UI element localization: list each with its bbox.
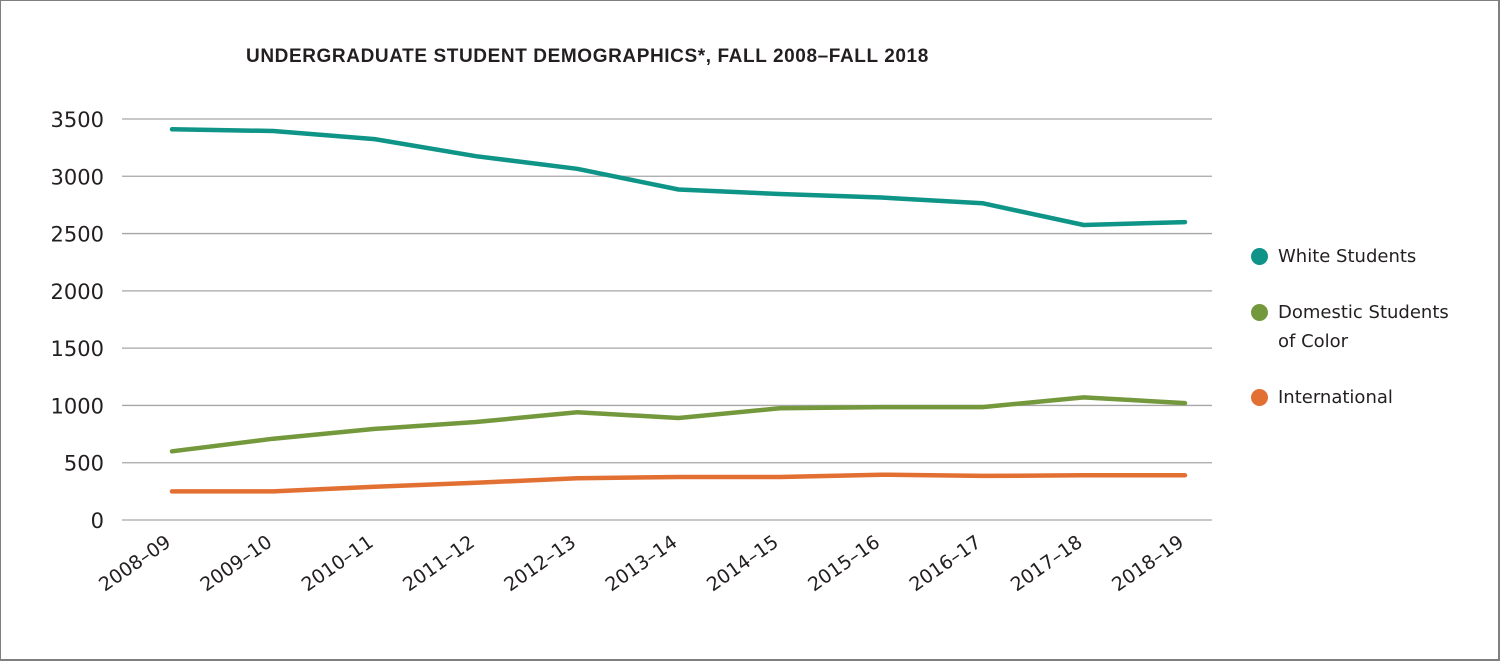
x-tick-label: 2009–10: [196, 531, 276, 596]
x-tick-label: 2011–12: [399, 531, 479, 596]
y-tick-label: 2000: [51, 280, 104, 304]
legend-label-line-1: Domestic Students: [1278, 302, 1449, 323]
series-line-international: [169, 472, 1188, 494]
y-tick-label: 1500: [51, 337, 104, 361]
series-line-white-students: [169, 127, 1188, 228]
x-tick-label: 2017–18: [1007, 531, 1087, 596]
x-tick-label: 2010–11: [298, 531, 378, 596]
legend-item-white-students: White Students: [1251, 244, 1416, 271]
gridlines: [122, 118, 1212, 521]
legend-item-domestic-students-of-color: Domestic Students of Color: [1251, 300, 1449, 356]
legend-swatch-white-students: [1251, 248, 1268, 265]
series-line-domestic-students-of-color: [169, 395, 1188, 454]
series-lines: [169, 127, 1188, 494]
x-tick-label: 2012–13: [500, 531, 580, 596]
x-tick-label: 2016–17: [905, 531, 985, 596]
y-tick-label: 500: [64, 452, 104, 476]
legend-swatch-international: [1251, 389, 1268, 406]
chart-title: UNDERGRADUATE STUDENT DEMOGRAPHICS*, FAL…: [246, 46, 929, 67]
x-tick-label: 2015–16: [804, 531, 884, 596]
legend-swatch-domestic-students-of-color: [1251, 304, 1268, 321]
x-tick-label: 2008–09: [95, 531, 175, 596]
y-tick-label: 1000: [51, 394, 104, 418]
legend-item-international: International: [1251, 385, 1393, 412]
legend-label-line-2: of Color: [1278, 331, 1349, 352]
legend-label-white-students: White Students: [1278, 246, 1417, 267]
x-tick-label: 2014–15: [703, 531, 783, 596]
legend-label-domestic-students-of-color: Domestic Students of Color: [1278, 298, 1449, 356]
legend-label-international: International: [1278, 387, 1393, 408]
y-axis-ticks: 0 500 1000 1500 2000 2500 3000 3500: [51, 108, 104, 533]
y-tick-label: 3500: [51, 108, 104, 132]
y-tick-label: 0: [91, 509, 104, 533]
x-tick-label: 2013–14: [602, 531, 682, 596]
x-tick-label: 2018–19: [1108, 531, 1188, 596]
y-tick-label: 2500: [51, 223, 104, 247]
x-axis-ticks: 2008–09 2009–10 2010–11 2011–12 2012–13 2013–…: [95, 531, 1188, 596]
y-tick-label: 3000: [51, 165, 104, 189]
